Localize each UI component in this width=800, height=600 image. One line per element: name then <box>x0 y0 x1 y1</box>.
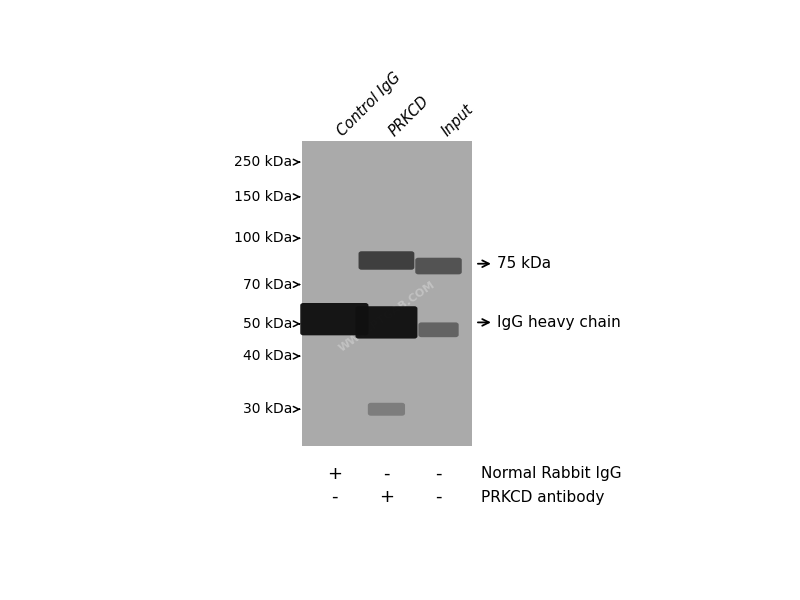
Text: PRKCD antibody: PRKCD antibody <box>482 490 605 505</box>
FancyBboxPatch shape <box>415 258 462 274</box>
Text: -: - <box>435 465 442 483</box>
Text: -: - <box>435 488 442 506</box>
Text: +: + <box>327 465 342 483</box>
Text: 70 kDa: 70 kDa <box>243 278 292 292</box>
Text: -: - <box>383 465 390 483</box>
Text: 50 kDa: 50 kDa <box>243 317 292 331</box>
FancyBboxPatch shape <box>300 303 369 335</box>
Text: PRKCD: PRKCD <box>386 93 432 139</box>
Text: +: + <box>379 488 394 506</box>
Text: 150 kDa: 150 kDa <box>234 190 292 204</box>
Text: 75 kDa: 75 kDa <box>497 256 551 271</box>
Bar <box>302 141 472 446</box>
FancyBboxPatch shape <box>358 251 414 270</box>
Text: WWW.PTGAB.COM: WWW.PTGAB.COM <box>337 280 437 354</box>
Text: 250 kDa: 250 kDa <box>234 155 292 169</box>
Text: Control IgG: Control IgG <box>334 70 404 139</box>
Text: 100 kDa: 100 kDa <box>234 232 292 245</box>
Text: IgG heavy chain: IgG heavy chain <box>497 315 621 330</box>
FancyBboxPatch shape <box>418 322 458 337</box>
Text: -: - <box>331 488 338 506</box>
FancyBboxPatch shape <box>355 306 418 338</box>
Text: Normal Rabbit IgG: Normal Rabbit IgG <box>482 466 622 481</box>
Text: 40 kDa: 40 kDa <box>243 349 292 363</box>
Text: Input: Input <box>438 101 476 139</box>
Text: 30 kDa: 30 kDa <box>243 402 292 416</box>
FancyBboxPatch shape <box>368 403 405 416</box>
